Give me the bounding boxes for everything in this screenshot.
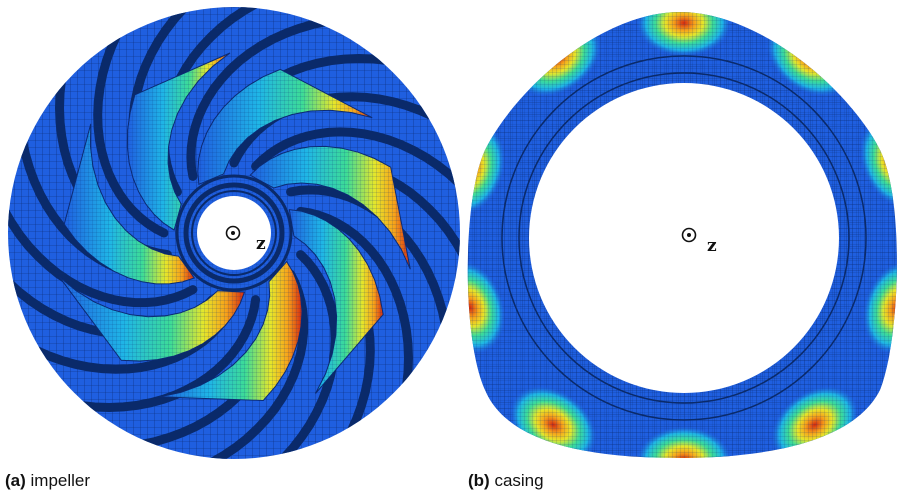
impeller-blade-mesh	[289, 209, 384, 394]
impeller-channel	[251, 127, 460, 201]
caption-b-tag: (b)	[468, 471, 490, 490]
impeller-blade-mesh	[127, 53, 230, 231]
casing-axis-label: z	[707, 236, 717, 256]
casing-diagram: z	[467, 12, 897, 458]
impeller-out-of-plane-dot-icon	[225, 225, 241, 241]
impeller-blades	[58, 52, 411, 402]
caption-b-label: casing	[494, 471, 544, 490]
impeller-blade-mesh	[59, 276, 245, 362]
impeller-channel	[8, 190, 198, 308]
impeller-blade-mesh	[159, 261, 302, 401]
impeller-channel	[296, 206, 414, 408]
casing-out-of-plane-dot-icon	[681, 227, 697, 243]
impeller-axis-label: z	[256, 234, 266, 254]
impeller-channel	[93, 14, 169, 238]
caption-a-label: impeller	[30, 471, 91, 490]
impeller-channel	[186, 14, 348, 181]
caption-a: (a) impeller	[5, 471, 90, 491]
impeller-blade-mesh	[64, 123, 195, 284]
impeller-channel	[59, 295, 261, 413]
impeller-diagram: z	[8, 7, 460, 459]
impeller-blade-mesh	[250, 146, 411, 270]
caption-a-tag: (a)	[5, 471, 26, 490]
impeller-blade-mesh	[197, 69, 373, 185]
caption-b: (b) casing	[468, 471, 544, 491]
